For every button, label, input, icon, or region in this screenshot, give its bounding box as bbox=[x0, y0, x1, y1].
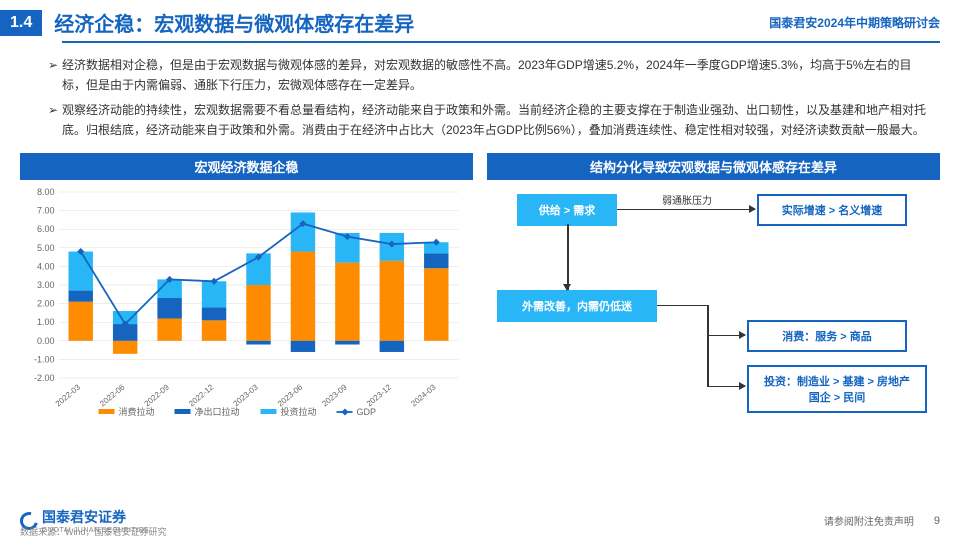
flow-node: 消费：服务 > 商品 bbox=[747, 320, 907, 352]
bullet-list: 经济数据相对企稳，但是由于宏观数据与微观体感的差异，对宏观数据的敏感性不高。20… bbox=[0, 51, 960, 153]
slide-subtitle: 国泰君安2024年中期策略研讨会 bbox=[769, 14, 940, 31]
chart-container: -2.00 -1.00 0.00 1.00 2.00 3.00 4.00 5.00 6.00 7.… bbox=[20, 180, 473, 428]
svg-text:2022-03: 2022-03 bbox=[54, 382, 83, 408]
svg-text:0.00: 0.00 bbox=[37, 335, 55, 345]
svg-text:7.00: 7.00 bbox=[37, 205, 55, 215]
disclaimer-text: 请参阅附注免责声明 bbox=[824, 513, 914, 528]
svg-text:2023-03: 2023-03 bbox=[232, 382, 261, 408]
svg-text:-1.00: -1.00 bbox=[34, 354, 55, 364]
slide-title: 经济企稳：宏观数据与微观体感存在差异 bbox=[54, 8, 769, 37]
flow-node: 实际增速 > 名义增速 bbox=[757, 194, 907, 226]
content-row: 宏观经济数据企稳 -2.00 -1.00 0.00 1.00 2.00 3.00 4.00 5… bbox=[0, 153, 960, 428]
data-source: 数据来源：Wind，国泰君安证券研究 bbox=[20, 525, 167, 538]
edge-label: 弱通胀压力 bbox=[662, 192, 712, 207]
bullet-item: 经济数据相对企稳，但是由于宏观数据与微观体感的差异，对宏观数据的敏感性不高。20… bbox=[48, 55, 932, 96]
flow-node: 供给 > 需求 bbox=[517, 194, 617, 226]
flow-node: 投资：制造业 > 基建 > 房地产国企 > 民间 bbox=[747, 365, 927, 413]
combo-chart: -2.00 -1.00 0.00 1.00 2.00 3.00 4.00 5.00 6.00 7.… bbox=[20, 184, 473, 424]
svg-text:6.00: 6.00 bbox=[37, 224, 55, 234]
svg-text:3.00: 3.00 bbox=[37, 280, 55, 290]
svg-text:8.00: 8.00 bbox=[37, 187, 55, 197]
svg-text:消费拉动: 消费拉动 bbox=[119, 406, 155, 417]
bullet-item: 观察经济动能的持续性，宏观数据需要不看总量看结构，经济动能来自于政策和外需。当前… bbox=[48, 100, 932, 141]
left-panel-title: 宏观经济数据企稳 bbox=[20, 153, 473, 180]
svg-text:GDP: GDP bbox=[357, 407, 377, 417]
flow-node: 外需改善，内需仍低迷 bbox=[497, 290, 657, 322]
left-panel: 宏观经济数据企稳 -2.00 -1.00 0.00 1.00 2.00 3.00 4.00 5… bbox=[20, 153, 473, 428]
svg-text:-2.00: -2.00 bbox=[34, 373, 55, 383]
right-panel-title: 结构分化导致宏观数据与微观体感存在差异 bbox=[487, 153, 940, 180]
svg-text:2023-12: 2023-12 bbox=[365, 382, 394, 408]
svg-text:2022-12: 2022-12 bbox=[187, 382, 216, 408]
logo-text: 国泰君安证券 bbox=[42, 507, 149, 527]
svg-text:1.00: 1.00 bbox=[37, 317, 55, 327]
flowchart-container: 供给 > 需求 实际增速 > 名义增速外需改善，内需仍低迷消费：服务 > 商品投资… bbox=[487, 180, 940, 420]
svg-text:2023-09: 2023-09 bbox=[320, 382, 349, 408]
svg-text:2022-06: 2022-06 bbox=[98, 382, 127, 408]
svg-text:2024-03: 2024-03 bbox=[409, 382, 438, 408]
svg-text:投资拉动: 投资拉动 bbox=[281, 406, 317, 417]
svg-text:2023-06: 2023-06 bbox=[276, 382, 305, 408]
svg-text:净出口拉动: 净出口拉动 bbox=[195, 406, 240, 417]
section-number: 1.4 bbox=[0, 10, 42, 36]
page-number: 9 bbox=[934, 515, 940, 527]
title-underline bbox=[62, 41, 940, 43]
svg-text:4.00: 4.00 bbox=[37, 261, 55, 271]
svg-text:2.00: 2.00 bbox=[37, 298, 55, 308]
right-panel: 结构分化导致宏观数据与微观体感存在差异 供给 > 需求 实际增速 > 名义增速外需… bbox=[487, 153, 940, 428]
svg-text:5.00: 5.00 bbox=[37, 242, 55, 252]
slide-header: 1.4 经济企稳：宏观数据与微观体感存在差异 国泰君安2024年中期策略研讨会 bbox=[0, 0, 960, 41]
svg-text:2022-09: 2022-09 bbox=[143, 382, 172, 408]
